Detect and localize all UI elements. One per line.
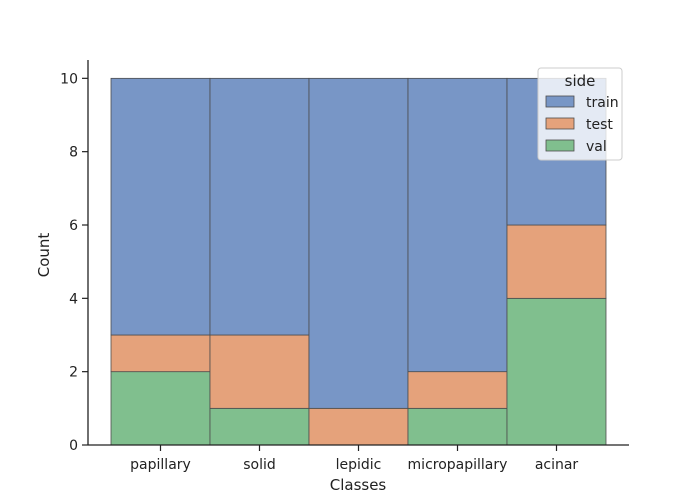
bar-solid-val [209, 407, 310, 446]
bar-papillary-train [110, 77, 211, 336]
legend-swatch-val [545, 139, 575, 152]
y-tick-label: 6 [69, 218, 78, 234]
y-tick-label: 2 [69, 365, 78, 381]
y-tick-label: 8 [69, 145, 78, 161]
legend: side train test val [537, 67, 623, 161]
bar-papillary-val [110, 371, 211, 446]
legend-swatch-train [545, 95, 575, 108]
legend-label-test: test [586, 117, 613, 133]
bar-solid-train [209, 77, 310, 336]
legend-title: side [565, 72, 596, 90]
y-axis-ticks: 0 2 4 6 8 10 [60, 71, 88, 454]
y-axis-label: Count [35, 233, 53, 278]
bar-micropapillary-test [407, 371, 508, 409]
x-axis-label: Classes [330, 476, 387, 494]
legend-label-train: train [586, 95, 619, 111]
bar-papillary-test [110, 334, 211, 373]
x-axis-ticks: papillary solid lepidic micropapillary acina… [130, 445, 578, 473]
bar-lepidic-test [308, 407, 409, 446]
bar-acinar-val [506, 297, 607, 446]
bar-micropapillary-val [407, 407, 508, 446]
legend-swatch-test [545, 117, 575, 130]
bar-acinar-test [506, 224, 607, 299]
y-tick-label: 0 [69, 438, 78, 454]
legend-items: train test val [545, 95, 619, 155]
legend-box [537, 67, 623, 161]
legend-label-val: val [586, 139, 607, 155]
bar-lepidic-train [308, 77, 409, 409]
y-tick-label: 10 [60, 71, 78, 87]
x-tick-label: micropapillary [408, 457, 508, 473]
bar-solid-test [209, 334, 310, 409]
x-tick-label: solid [243, 457, 276, 473]
x-tick-label: lepidic [336, 457, 382, 473]
bar-micropapillary-train [407, 77, 508, 373]
y-tick-label: 4 [69, 291, 78, 307]
bars-group [110, 77, 607, 446]
x-tick-label: papillary [130, 457, 191, 473]
x-tick-label: acinar [535, 457, 579, 473]
